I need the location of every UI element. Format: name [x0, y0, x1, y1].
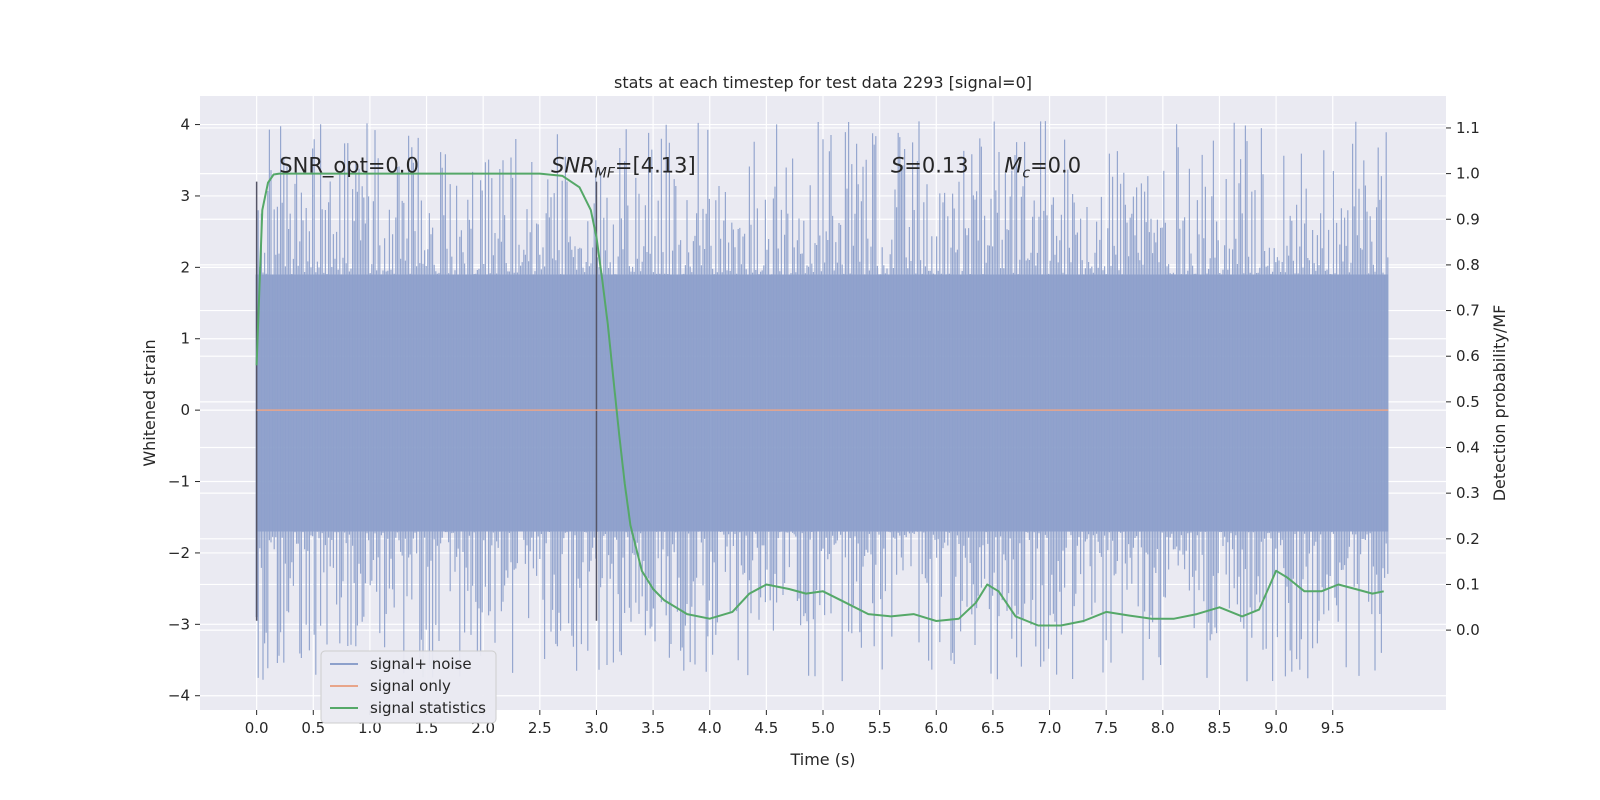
x-tick-label-19: 9.5	[1321, 719, 1345, 737]
y2-tick-label-1: 1.0	[1456, 165, 1480, 183]
x-axis-label: Time (s)	[789, 750, 855, 769]
y2-tick-label-2: 0.9	[1456, 210, 1480, 228]
annotations: SNR_opt=0.0 SNRMF=[4.13] S=0.13 Mc=0.0	[279, 154, 1081, 182]
y2-tick-labels: 1.1 1.0 0.9 0.8 0.7 0.6 0.5 0.4 0.3 0.2 0.1 0.0	[1446, 119, 1480, 639]
x-tick-label-6: 3.0	[585, 719, 609, 737]
chart-title: stats at each timestep for test data 229…	[614, 73, 1032, 92]
x-tick-label-7: 3.5	[641, 719, 665, 737]
x-tick-label-1: 0.5	[301, 719, 325, 737]
x-tick-label-5: 2.5	[528, 719, 552, 737]
x-tick-label-10: 5.0	[811, 719, 835, 737]
y2-tick-label-4: 0.7	[1456, 302, 1480, 320]
y2-tick-label-11: 0.0	[1456, 621, 1480, 639]
y2-tick-label-7: 0.4	[1456, 439, 1480, 457]
signal-statistics-line	[255, 172, 1384, 627]
x-tick-label-18: 9.0	[1264, 719, 1288, 737]
x-tick-label-8: 4.0	[698, 719, 722, 737]
y2-tick-label-8: 0.3	[1456, 484, 1480, 502]
y-tick-label-3: 1	[180, 330, 190, 348]
y2-tick-label-3: 0.8	[1456, 256, 1480, 274]
vertical-markers	[255, 181, 598, 621]
x-tick-label-14: 7.0	[1038, 719, 1062, 737]
x-tick-label-15: 7.5	[1094, 719, 1118, 737]
y-tick-label-1: 3	[180, 187, 190, 205]
y2-tick-label-5: 0.6	[1456, 347, 1480, 365]
y-tick-label-5: −1	[168, 473, 190, 491]
legend-label-signal-noise: signal+ noise	[370, 655, 472, 673]
series-signal-statistics	[255, 172, 1384, 627]
x-tick-label-0: 0.0	[245, 719, 269, 737]
annotation-2: S=0.13	[891, 154, 969, 178]
x-tick-labels: 0.0 0.5 1.0 1.5 2.0 2.5 3.0 3.5 4.0 4.5 5.0 5.5 6.0 6…	[245, 710, 1345, 737]
annotation-3: Mc=0.0	[1004, 154, 1081, 182]
y-tick-label-4: 0	[180, 401, 190, 419]
x-tick-label-9: 4.5	[754, 719, 778, 737]
y2-tick-label-0: 1.1	[1456, 119, 1480, 137]
annotation-0: SNR_opt=0.0	[279, 154, 419, 179]
y2-tick-label-6: 0.5	[1456, 393, 1480, 411]
x-tick-label-13: 6.5	[981, 719, 1005, 737]
legend: signal+ noise signal only signal statist…	[320, 650, 497, 724]
legend-box	[320, 650, 497, 724]
y-tick-label-2: 2	[180, 258, 190, 276]
annotation-1: SNRMF=[4.13]	[551, 154, 696, 182]
x-tick-label-12: 6.0	[924, 719, 948, 737]
series-signal-noise	[255, 121, 1389, 682]
y-tick-label-0: 4	[180, 116, 190, 134]
y-axis-label: Whitened strain	[140, 339, 159, 466]
y2-tick-label-9: 0.2	[1456, 530, 1480, 548]
legend-label-signal-statistics: signal statistics	[370, 699, 486, 717]
y-tick-label-7: −3	[168, 615, 190, 633]
x-tick-label-17: 8.5	[1208, 719, 1232, 737]
legend-label-signal-only: signal only	[370, 677, 451, 695]
x-tick-label-11: 5.5	[868, 719, 892, 737]
x-tick-label-16: 8.0	[1151, 719, 1175, 737]
y2-axis-label: Detection probability/MF	[1490, 305, 1509, 502]
y-tick-label-8: −4	[168, 687, 190, 705]
y-tick-labels: 4 3 2 1 0 −1 −2 −3 −4	[168, 116, 200, 705]
y2-tick-label-10: 0.1	[1456, 575, 1480, 593]
y-tick-label-6: −2	[168, 544, 190, 562]
